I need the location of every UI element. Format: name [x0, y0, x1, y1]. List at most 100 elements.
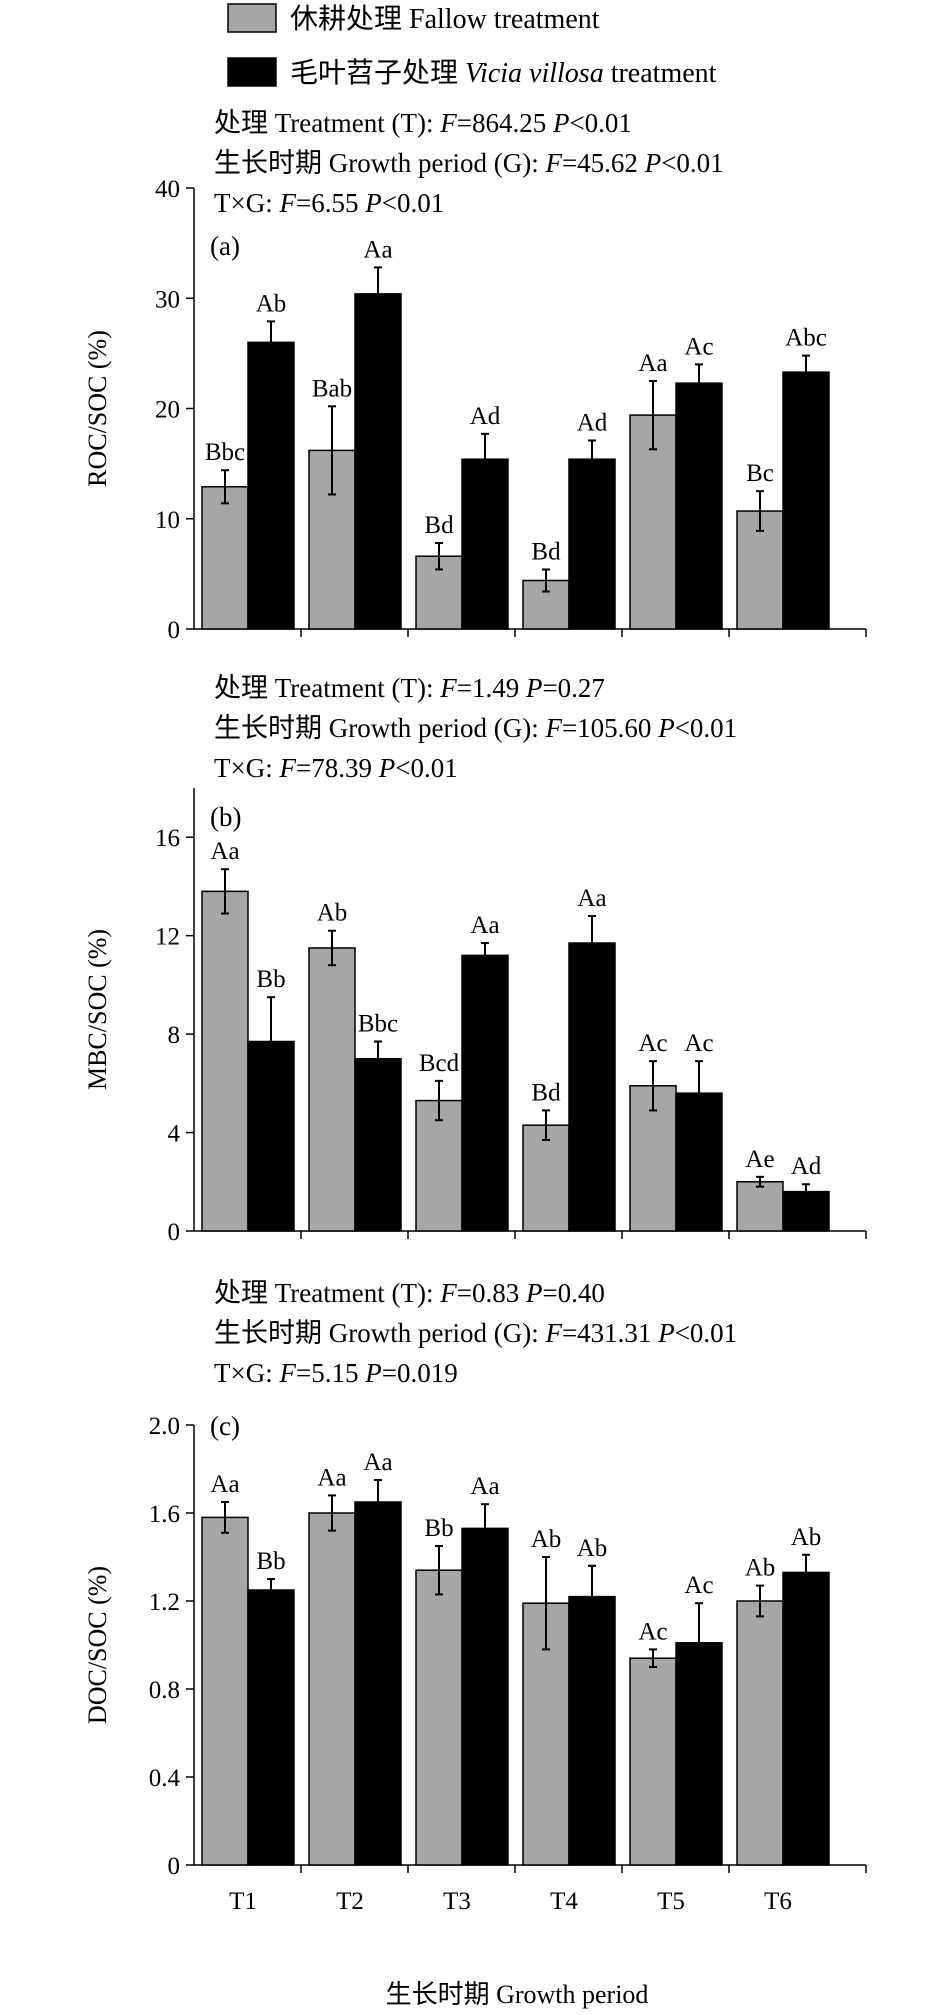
significance-letter: Bb [256, 1548, 285, 1575]
error-bar [481, 1503, 489, 1554]
significance-letter: Abc [785, 325, 827, 352]
error-bar [221, 469, 229, 505]
error-bar [267, 996, 275, 1087]
stat-line: 生长时期 Growth period (G): F=45.62 P<0.01 [214, 148, 724, 178]
legend-swatch-vicia [227, 57, 277, 87]
significance-letter: Aa [470, 912, 499, 939]
bar [201, 890, 249, 1232]
chart-panel-3: 处理 Treatment (T): F=0.83 P=0.40 生长时期 Grow… [83, 1278, 867, 1915]
error-bar [267, 320, 275, 365]
error-bar [802, 354, 810, 390]
legend-item-vicia: 毛叶苕子处理 Vicia villosa treatment [227, 57, 717, 89]
y-tick-label: 30 [155, 286, 180, 313]
y-axis-label: DOC/SOC (%) [83, 1566, 112, 1724]
panel-label: (a) [210, 231, 240, 261]
significance-letter: Ac [638, 1030, 667, 1057]
bar [629, 1657, 677, 1866]
error-bar [328, 1494, 336, 1532]
error-bar [695, 1602, 703, 1684]
bar [354, 1057, 402, 1232]
legend-swatch-fallow [227, 3, 277, 33]
y-tick-label: 4 [168, 1121, 181, 1148]
bar [308, 947, 356, 1232]
error-bar [435, 542, 443, 571]
significance-letter: Aa [577, 885, 606, 912]
x-tick-label: T6 [764, 1888, 792, 1915]
bar [736, 1600, 784, 1866]
significance-letter: Aa [210, 1471, 239, 1498]
chart-panel-2: 处理 Treatment (T): F=1.49 P=0.27 生长时期 Grow… [83, 673, 867, 1246]
chart-panel-1: 处理 Treatment (T): F=864.25 P<0.01 生长时期 Gr… [83, 108, 867, 644]
significance-letter: Ac [684, 1030, 713, 1057]
error-bar [756, 1584, 764, 1618]
bar [415, 1569, 463, 1866]
significance-letter: Aa [363, 236, 392, 263]
significance-letter: Ab [256, 290, 287, 317]
significance-letter: Ad [470, 403, 501, 430]
y-tick-label: 20 [155, 397, 180, 424]
significance-letter: Bc [746, 460, 774, 487]
significance-letter: Ac [638, 1618, 667, 1645]
panel-label: (b) [210, 802, 241, 832]
error-bar [802, 1553, 810, 1591]
significance-letter: Ab [577, 1535, 608, 1562]
bar [629, 1085, 677, 1232]
error-bar [756, 1175, 764, 1188]
error-bar [374, 266, 382, 322]
bar [782, 1571, 830, 1866]
y-tick-label: 0 [168, 617, 181, 644]
x-tick-label: T5 [657, 1888, 685, 1915]
bar [308, 1512, 356, 1866]
bar [247, 1589, 295, 1866]
error-bar [695, 363, 703, 403]
y-axis-label: MBC/SOC (%) [83, 929, 112, 1090]
error-bar [542, 568, 550, 593]
error-bar [328, 405, 336, 496]
bar [568, 1595, 616, 1866]
error-bar [588, 914, 596, 972]
y-tick-label: 10 [155, 507, 180, 534]
error-bar [649, 1648, 657, 1668]
bar [522, 1124, 570, 1232]
legend-label-fallow: 休耕处理 Fallow treatment [290, 3, 600, 35]
significance-letter: Aa [210, 838, 239, 865]
stat-line: 处理 Treatment (T): F=864.25 P<0.01 [214, 108, 632, 138]
bar [568, 458, 616, 630]
error-bar [328, 929, 336, 967]
x-axis-label: 生长时期 Growth period [386, 1980, 649, 2009]
bar [308, 449, 356, 630]
error-bar [481, 942, 489, 969]
bar [461, 1527, 509, 1866]
stat-line: 处理 Treatment (T): F=0.83 P=0.40 [214, 1278, 605, 1308]
bar [201, 486, 249, 630]
significance-letter: Ad [791, 1153, 822, 1180]
y-tick-label: 40 [155, 176, 180, 203]
significance-letter: Bab [312, 375, 352, 402]
legend-item-fallow: 休耕处理 Fallow treatment [227, 3, 600, 35]
y-axis-label: ROC/SOC (%) [83, 330, 112, 487]
bar [461, 954, 509, 1232]
bar [736, 1181, 784, 1232]
error-bar [435, 1079, 443, 1122]
stat-line: T×G: F=6.55 P<0.01 [214, 188, 444, 218]
significance-letter: Ab [531, 1526, 562, 1553]
significance-letter: Aa [317, 1464, 346, 1491]
error-bar [756, 490, 764, 532]
significance-letter: Bbc [358, 1010, 398, 1037]
y-tick-label: 0 [168, 1219, 181, 1246]
significance-letter: Ab [745, 1555, 776, 1582]
significance-letter: Bd [531, 1079, 561, 1106]
stat-line: T×G: F=78.39 P<0.01 [214, 753, 458, 783]
y-tick-label: 0.8 [149, 1677, 180, 1704]
bar [568, 942, 616, 1232]
error-bar [542, 1556, 550, 1651]
y-tick-label: 1.6 [149, 1501, 180, 1528]
bar [675, 382, 723, 630]
bar [782, 371, 830, 630]
error-bar [221, 868, 229, 915]
significance-letter: Bd [424, 512, 454, 539]
bar [415, 1099, 463, 1232]
significance-letter: Aa [363, 1449, 392, 1476]
error-bar [802, 1183, 810, 1201]
